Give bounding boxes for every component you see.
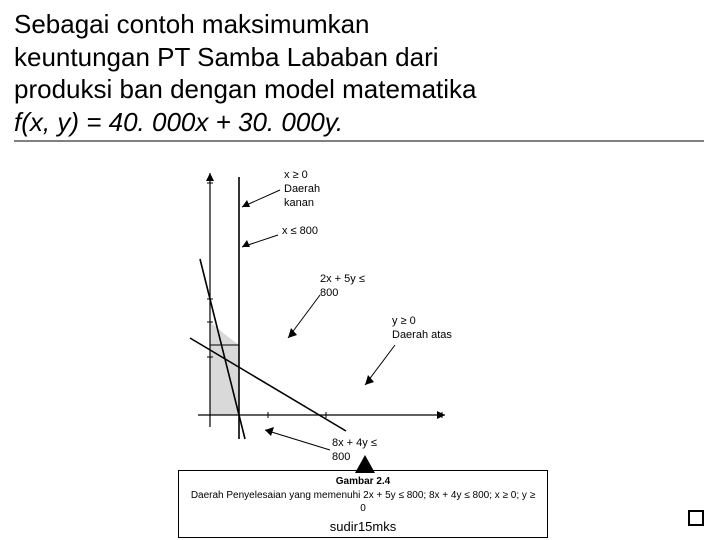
- heading-line-3: produksi ban dengan model matematika: [14, 74, 477, 104]
- annot-x-geq-0: x ≥ 0 Daerah kanan: [284, 169, 320, 210]
- annot-2x-5y: 2x + 5y ≤ 800: [320, 273, 365, 301]
- y-axis-arrow: [206, 173, 214, 181]
- page-title: Sebagai contoh maksimumkan keuntungan PT…: [14, 8, 710, 142]
- heading-equation: f(x, y) = 40. 000x + 30. 000y.: [14, 107, 343, 137]
- caption-body: Daerah Penyelesaian yang memenuhi 2x + 5…: [191, 490, 535, 515]
- annot-x-leq-800: x ≤ 800: [282, 225, 318, 239]
- footer-credit: sudir15mks: [330, 519, 396, 534]
- annot-y-geq-0: y ≥ 0 Daerah atas: [392, 315, 452, 343]
- caption-pointer-icon: [355, 455, 375, 473]
- feasible-region: [210, 322, 239, 415]
- lp-diagram-svg: [170, 155, 570, 455]
- figure-caption: Gambar 2.4 Daerah Penyelesaian yang meme…: [178, 470, 548, 538]
- heading-line-2: keuntungan PT Samba Lababan dari: [14, 42, 439, 72]
- heading-line-1: Sebagai contoh maksimumkan: [14, 9, 370, 39]
- x-axis-arrow: [437, 411, 445, 419]
- corner-square-icon: [688, 510, 704, 526]
- lp-diagram: x ≥ 0 Daerah kanan x ≤ 800 2x + 5y ≤ 800…: [170, 155, 570, 455]
- caption-title: Gambar 2.4: [336, 476, 390, 487]
